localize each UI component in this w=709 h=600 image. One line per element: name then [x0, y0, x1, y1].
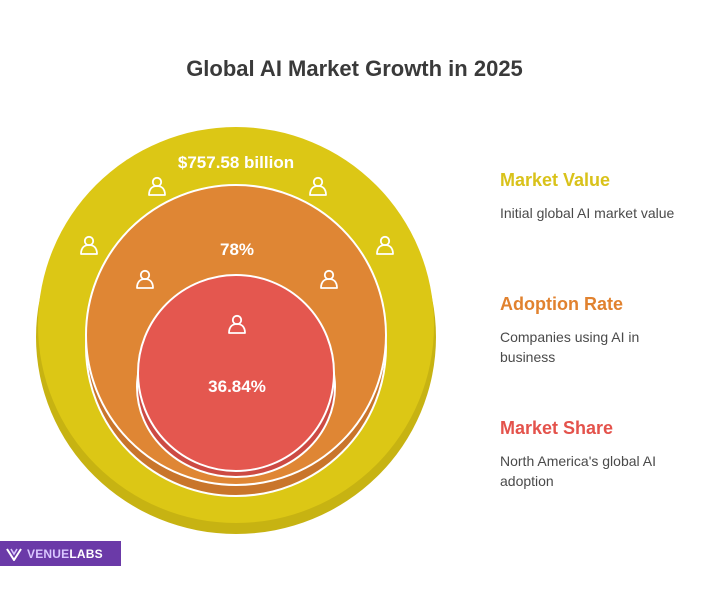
user-icon	[376, 235, 394, 255]
market-share-label: 36.84%	[208, 377, 266, 396]
logo-text-labs: LABS	[69, 546, 103, 561]
legend-desc-market-value: Initial global AI market value	[500, 205, 675, 221]
user-icon	[136, 269, 154, 289]
user-icon	[228, 314, 246, 334]
legend-title-adoption-rate: Adoption Rate	[500, 294, 623, 314]
diagram-title: Global AI Market Growth in 2025	[186, 56, 523, 81]
legend-item-market-value: Market Value Initial global AI market va…	[500, 170, 690, 223]
venuelabs-logo: VENUE LABS	[0, 541, 121, 566]
user-icon	[309, 176, 327, 196]
market-value-label: $757.58 billion	[178, 153, 294, 172]
user-icon	[320, 269, 338, 289]
legend-title-market-value: Market Value	[500, 170, 611, 190]
user-icon	[80, 235, 98, 255]
legend-item-adoption-rate: Adoption Rate Companies using AI in busi…	[500, 294, 690, 367]
market-share-circle	[137, 274, 335, 472]
legend-desc-market-share: North America's global AI adoption	[500, 453, 656, 489]
legend-item-market-share: Market Share North America's global AI a…	[500, 418, 690, 491]
user-icon	[148, 176, 166, 196]
legend-desc-adoption-rate: Companies using AI in business	[500, 329, 640, 365]
logo-mark-icon	[6, 547, 22, 561]
logo-text-venue: VENUE	[27, 546, 70, 561]
adoption-rate-label: 78%	[220, 240, 254, 259]
legend-title-market-share: Market Share	[500, 418, 614, 438]
